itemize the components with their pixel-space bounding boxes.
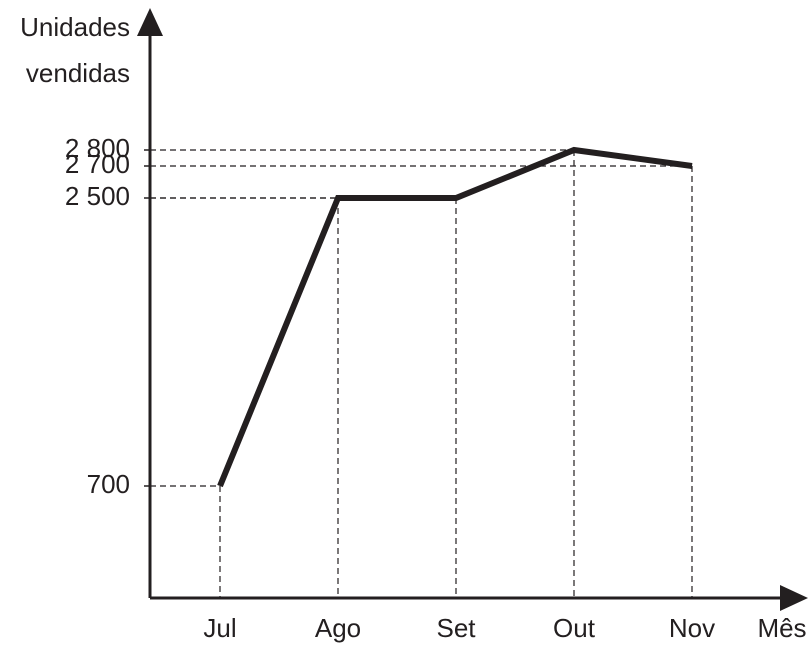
y-tick-label: 2 800 [65, 133, 130, 163]
y-tick-label: 2 500 [65, 181, 130, 211]
y-tick-label: 700 [87, 469, 130, 499]
y-axis-arrow [137, 8, 163, 36]
x-tick-label: Set [436, 613, 476, 643]
y-axis-label: Unidades vendidas [20, 12, 130, 88]
x-tick-label: Nov [669, 613, 715, 643]
x-axis-arrow [780, 585, 808, 611]
x-tick-label: Jul [203, 613, 236, 643]
x-tick-label: Ago [315, 613, 361, 643]
y-tick-label: 2 700 [65, 149, 130, 179]
x-axis-label: Mês [757, 613, 806, 643]
data-line [217, 146, 693, 488]
x-tick-label: Out [553, 613, 596, 643]
